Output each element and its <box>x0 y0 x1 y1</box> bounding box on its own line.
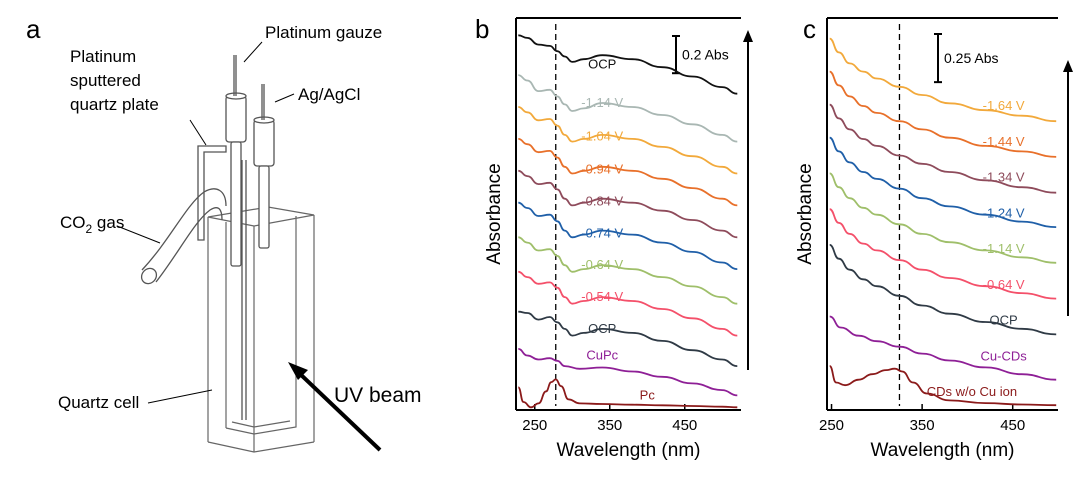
series-label-1-64-v-8: -1.64 V <box>983 98 1025 113</box>
x-tick-label-450: 450 <box>672 417 697 434</box>
series-label-0-64-v-4: -0.64 V <box>581 257 623 272</box>
electrodes-drawing <box>197 55 275 420</box>
series-line-0-94-v-7 <box>518 138 738 207</box>
panel-letter-b: b <box>475 14 489 44</box>
panel-a: a <box>26 14 422 453</box>
panel-c: c 250 350 450 Wavelength (nm) Absorbance 0.25… <box>795 14 1073 461</box>
x-tick-label-250: 250 <box>819 417 844 434</box>
series-label-0-84-v-6: -0.84 V <box>581 193 623 208</box>
x-tick-label-350: 350 <box>910 417 935 434</box>
series-label-1-44-v-7: -1.44 V <box>983 134 1025 149</box>
series-label-cu-cds-1: Cu-CDs <box>981 348 1028 363</box>
series-label-1-04-v-8: -1.04 V <box>581 128 623 143</box>
label-co2-gas: CO2 gas <box>60 213 124 236</box>
x-axis-label: Wavelength (nm) <box>557 440 701 461</box>
series-label-pc-0: Pc <box>640 387 656 402</box>
series-line-0-64-v-3 <box>829 208 1057 300</box>
label-sputtered-2: sputtered <box>70 71 141 90</box>
series-label-1-14-v-4: -1.14 V <box>983 241 1025 256</box>
series-label-0-64-v-3: -0.64 V <box>983 277 1025 292</box>
series-line-ocp-2 <box>829 244 1057 336</box>
label-uv-beam: UV beam <box>334 384 422 407</box>
y-axis-label: Absorbance <box>795 163 816 264</box>
series-line-cds-w-o-cu-ion-0 <box>829 365 1057 407</box>
series-label-0-94-v-7: -0.94 V <box>581 161 623 176</box>
label-sputtered-1: Platinum <box>70 47 136 66</box>
series-label-cupc-1: CuPc <box>586 348 618 363</box>
scale-bar-label: 0.25 Abs <box>944 50 999 66</box>
series-line-1-14-v-4 <box>829 172 1057 264</box>
uv-beam-arrowhead <box>288 362 308 380</box>
trend-arrowhead <box>743 30 753 42</box>
series-label-ocp-10: OCP <box>588 56 616 71</box>
label-leaders <box>116 41 295 404</box>
label-ag-agcl: Ag/AgCl <box>298 85 360 104</box>
panel-letter-c: c <box>803 14 816 44</box>
series-label-0-74-v-5: -0.74 V <box>581 225 623 240</box>
quartz-cell-drawing <box>207 206 315 453</box>
series-line-1-64-v-8 <box>829 37 1057 123</box>
co2-tube-drawing <box>140 188 227 285</box>
series-line-cupc-1 <box>518 348 738 397</box>
series-label-1-34-v-6: -1.34 V <box>983 170 1025 185</box>
series-label-ocp-2: OCP <box>990 313 1018 328</box>
series-line-1-34-v-6 <box>829 103 1057 194</box>
series-label-ocp-2: OCP <box>588 321 616 336</box>
x-axis-label: Wavelength (nm) <box>871 440 1015 461</box>
series-line-ocp-10 <box>518 34 738 95</box>
label-platinum-gauze: Platinum gauze <box>265 23 382 42</box>
trend-arrowhead <box>1063 60 1073 72</box>
label-sputtered-3: quartz plate <box>70 95 159 114</box>
series-line-1-24-v-5 <box>829 136 1057 228</box>
series-line-1-14-v-9 <box>518 74 738 143</box>
uv-beam-arrow <box>296 370 382 452</box>
series-label-1-24-v-5: -1.24 V <box>983 205 1025 220</box>
label-quartz-cell: Quartz cell <box>58 393 139 412</box>
scale-bar-label: 0.2 Abs <box>682 47 729 63</box>
series-line-0-74-v-5 <box>518 201 738 270</box>
x-tick-label-250: 250 <box>522 417 547 434</box>
series-line-1-44-v-7 <box>829 70 1057 158</box>
series-label-cds-w-o-cu-ion-0: CDs w/o Cu ion <box>927 384 1017 399</box>
series-line-pc-0 <box>517 378 738 409</box>
series-line-0-64-v-4 <box>518 236 738 305</box>
series-line-cu-cds-1 <box>829 315 1057 381</box>
series-line-0-84-v-6 <box>518 169 738 239</box>
series-line-1-04-v-8 <box>518 106 738 175</box>
series-label-1-14-v-9: -1.14 V <box>581 95 623 110</box>
panel-b: b 250 350 450 Wavelength (nm) Absorbance 0.2 … <box>475 14 753 461</box>
y-axis-label: Absorbance <box>484 163 505 264</box>
x-tick-label-450: 450 <box>1000 417 1025 434</box>
series-label-0-54-v-3: -0.54 V <box>581 289 623 304</box>
series-line-0-54-v-3 <box>518 270 738 337</box>
x-tick-label-350: 350 <box>597 417 622 434</box>
panel-letter-a: a <box>26 14 41 44</box>
series-line-ocp-2 <box>518 310 738 367</box>
